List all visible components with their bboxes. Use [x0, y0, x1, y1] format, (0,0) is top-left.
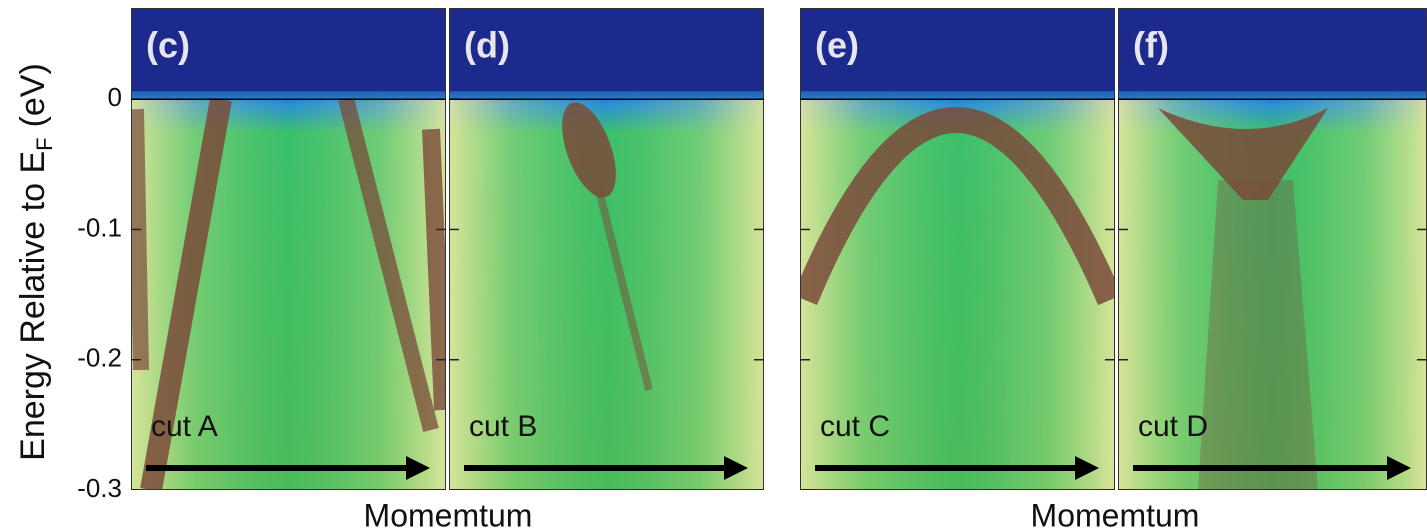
y-axis-unit: (eV)	[14, 63, 52, 127]
y-axis-label-subscript: F	[32, 137, 57, 150]
panel-top	[449, 8, 764, 92]
arrow-head	[1075, 456, 1099, 480]
band	[338, 97, 439, 432]
y-tick-label: -0.1	[77, 212, 122, 242]
band	[562, 102, 616, 198]
panel-top	[800, 8, 1115, 92]
cut-label: cut D	[1138, 410, 1208, 443]
band	[595, 189, 653, 391]
panel-top	[1118, 8, 1427, 92]
panel-top	[131, 8, 446, 92]
panel-frame	[131, 8, 446, 490]
panel-edge-intensity	[800, 99, 1115, 490]
panel-frame	[449, 8, 764, 490]
y-axis-title-group: Energy Relative to EF (eV)	[14, 63, 57, 461]
band	[422, 128, 446, 411]
arrow-head	[406, 456, 430, 480]
y-axis-title: Energy Relative to EF (eV)	[14, 63, 57, 461]
panel-label: (f)	[1133, 25, 1169, 66]
band	[140, 97, 232, 490]
cut-label: cut A	[151, 410, 218, 443]
panel	[449, 8, 764, 490]
band	[800, 107, 1115, 306]
y-tick-label: -0.3	[77, 473, 122, 503]
panel-label: (c)	[146, 25, 190, 66]
arrow-head	[1387, 456, 1411, 480]
band	[1158, 108, 1328, 200]
panel	[131, 8, 446, 490]
panel-frame	[800, 8, 1115, 490]
arrow-head	[724, 456, 748, 480]
x-axis-title: Momemtum	[1031, 497, 1200, 531]
band	[131, 109, 149, 371]
panel	[800, 8, 1115, 490]
panel-label: (d)	[464, 25, 510, 66]
panel	[1118, 8, 1427, 490]
band	[1198, 180, 1318, 490]
x-axis-title: Momemtum	[364, 497, 533, 531]
y-tick-label: 0	[108, 82, 122, 112]
y-tick-label: -0.2	[77, 343, 122, 373]
cut-label: cut B	[469, 410, 537, 443]
cut-label: cut C	[820, 410, 890, 443]
y-axis-label: Energy Relative to E	[14, 151, 52, 461]
panel-label: (e)	[815, 25, 859, 66]
